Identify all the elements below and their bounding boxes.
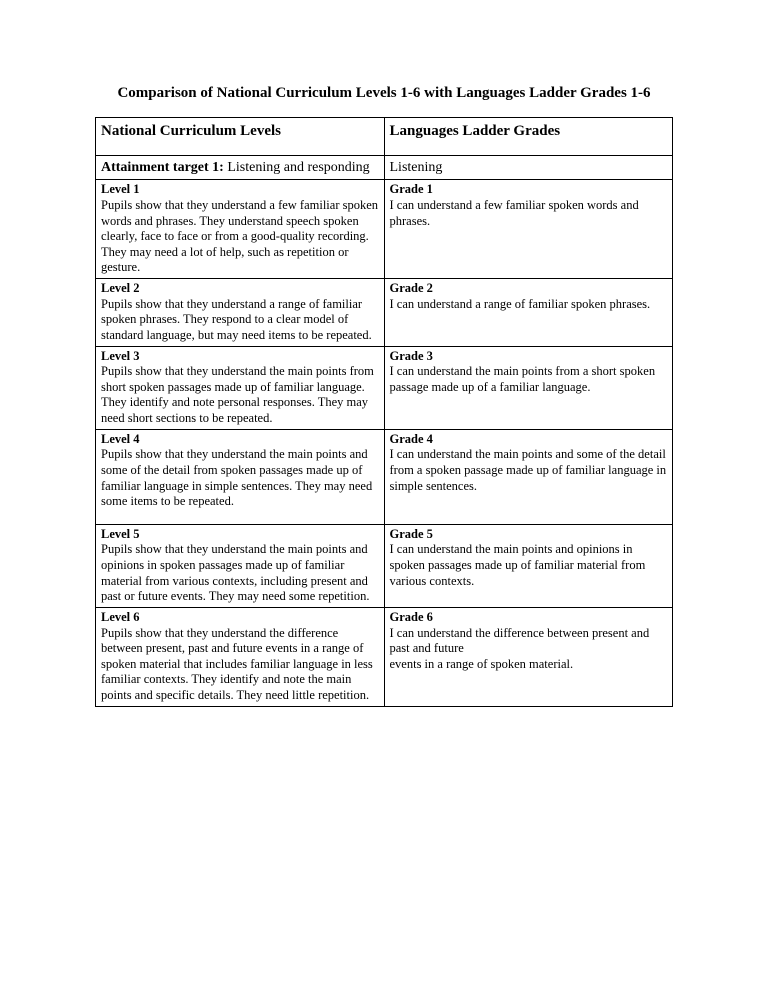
table-header-row: National Curriculum Levels Languages Lad… [96, 118, 673, 156]
table-row: Level 3Pupils show that they understand … [96, 346, 673, 429]
level-text: Pupils show that they understand a few f… [101, 198, 379, 276]
level-text: Pupils show that they understand the mai… [101, 542, 379, 605]
sub-col1-bold: Attainment target 1: [101, 160, 224, 175]
grade-title: Grade 5 [390, 527, 668, 543]
level-title: Level 3 [101, 349, 379, 365]
grade-cell: Grade 1I can understand a few familiar s… [384, 180, 673, 279]
level-cell: Level 1Pupils show that they understand … [96, 180, 385, 279]
grade-title: Grade 2 [390, 281, 668, 297]
level-text: Pupils show that they understand the mai… [101, 364, 379, 427]
table-row: Level 2Pupils show that they understand … [96, 279, 673, 347]
comparison-table: National Curriculum Levels Languages Lad… [95, 117, 673, 707]
col2-header: Languages Ladder Grades [384, 118, 673, 156]
level-cell: Level 6Pupils show that they understand … [96, 607, 385, 706]
grade-text: I can understand the main points and opi… [390, 542, 668, 589]
table-row: Level 4Pupils show that they understand … [96, 429, 673, 524]
grade-cell: Grade 5I can understand the main points … [384, 524, 673, 607]
level-cell: Level 4Pupils show that they understand … [96, 429, 385, 524]
level-title: Level 6 [101, 610, 379, 626]
level-text: Pupils show that they understand a range… [101, 297, 379, 344]
grade-title: Grade 4 [390, 432, 668, 448]
grade-cell: Grade 3I can understand the main points … [384, 346, 673, 429]
table-row: Level 1Pupils show that they understand … [96, 180, 673, 279]
table-row: Level 5Pupils show that they understand … [96, 524, 673, 607]
grade-title: Grade 3 [390, 349, 668, 365]
grade-cell: Grade 6I can understand the difference b… [384, 607, 673, 706]
grade-text: I can understand a range of familiar spo… [390, 297, 668, 313]
level-title: Level 5 [101, 527, 379, 543]
grade-text: I can understand a few familiar spoken w… [390, 198, 668, 229]
grade-title: Grade 1 [390, 182, 668, 198]
grade-cell: Grade 2I can understand a range of famil… [384, 279, 673, 347]
table-subheader-row: Attainment target 1: Listening and respo… [96, 155, 673, 180]
level-text: Pupils show that they understand the mai… [101, 447, 379, 510]
grade-cell: Grade 4I can understand the main points … [384, 429, 673, 524]
level-cell: Level 5Pupils show that they understand … [96, 524, 385, 607]
col1-header: National Curriculum Levels [96, 118, 385, 156]
level-title: Level 4 [101, 432, 379, 448]
sub-col1-text: Listening and responding [224, 160, 370, 175]
grade-text: I can understand the difference between … [390, 626, 668, 673]
sub-col1: Attainment target 1: Listening and respo… [96, 155, 385, 180]
grade-text: I can understand the main points from a … [390, 364, 668, 395]
grade-title: Grade 6 [390, 610, 668, 626]
grade-text: I can understand the main points and som… [390, 447, 668, 494]
level-title: Level 1 [101, 182, 379, 198]
level-text: Pupils show that they understand the dif… [101, 626, 379, 704]
page-title: Comparison of National Curriculum Levels… [95, 85, 673, 102]
level-cell: Level 2Pupils show that they understand … [96, 279, 385, 347]
sub-col2: Listening [384, 155, 673, 180]
level-cell: Level 3Pupils show that they understand … [96, 346, 385, 429]
table-row: Level 6Pupils show that they understand … [96, 607, 673, 706]
level-title: Level 2 [101, 281, 379, 297]
